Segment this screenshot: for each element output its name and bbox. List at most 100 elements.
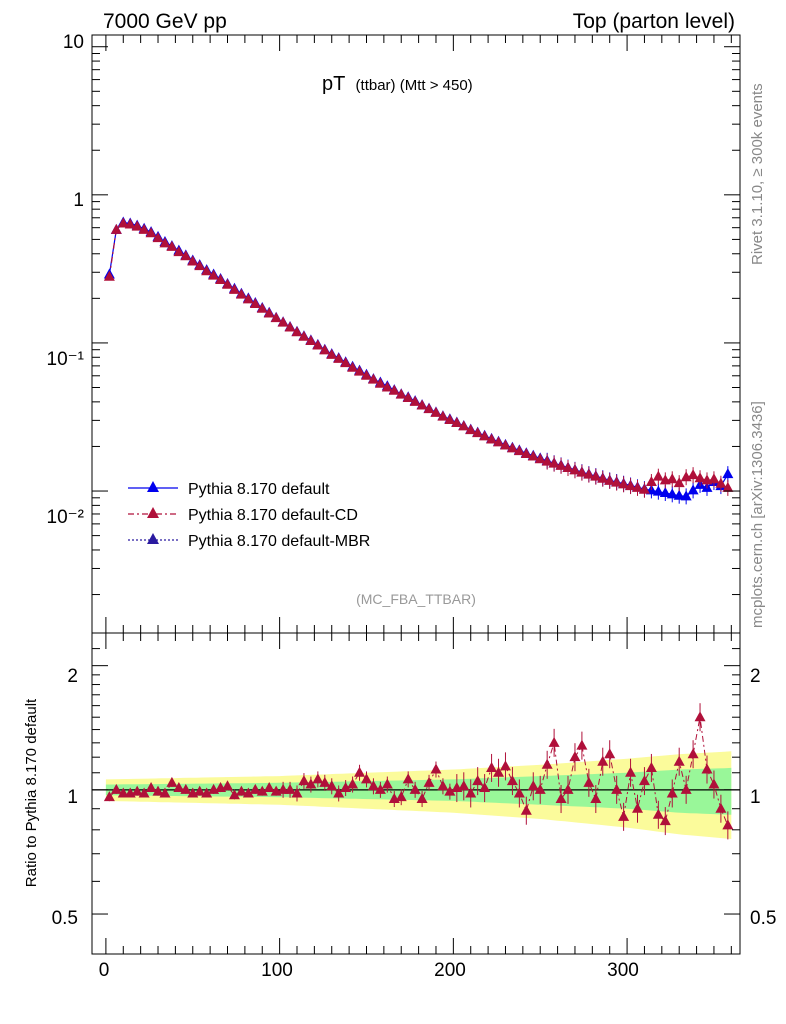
marker-default	[666, 488, 678, 499]
marker-cd	[437, 410, 449, 421]
ratio-marker-cd	[541, 758, 553, 769]
ratio-marker-cd	[520, 804, 532, 815]
legend-marker-cd	[147, 507, 159, 518]
marker-cd	[513, 445, 525, 456]
marker-default	[687, 484, 699, 495]
ratio-marker-cd	[659, 815, 671, 826]
marker-cd	[242, 293, 254, 304]
ratio-marker-cd	[381, 778, 393, 789]
marker-cd	[222, 278, 234, 289]
marker-cd	[576, 466, 588, 477]
ratio-marker-cd	[256, 785, 268, 796]
marker-cd	[548, 457, 560, 468]
ratio-marker-cd	[493, 766, 505, 777]
plot-title-sub: (ttbar) (Mtt > 450)	[356, 77, 473, 94]
ratio-marker-cd	[708, 778, 720, 789]
ratio-marker-cd	[138, 787, 150, 798]
marker-cd	[666, 473, 678, 484]
marker-cd	[458, 420, 470, 431]
ratio-panel: 2 1 0.5 2 1 0.5 Ratio to Pythia 8.170 de…	[23, 632, 776, 981]
ratio-marker-cd	[103, 791, 115, 802]
ratio-marker-cd	[347, 778, 359, 789]
marker-cd	[103, 270, 115, 281]
marker-default	[659, 486, 671, 497]
main-y-ticks	[92, 46, 740, 596]
ratio-marker-cd	[298, 775, 310, 786]
marker-cd	[354, 365, 366, 376]
marker-cd	[374, 377, 386, 388]
ratio-marker-cd	[117, 787, 129, 798]
marker-default	[673, 489, 685, 500]
ratio-marker-cd	[694, 711, 706, 722]
marker-cd	[625, 480, 637, 491]
ratio-marker-cd	[263, 782, 275, 793]
ratio-marker-cd	[409, 783, 421, 794]
main-ytick-label-1: 1	[73, 190, 84, 211]
marker-cd	[555, 459, 567, 470]
ratio-marker-cd	[618, 810, 630, 821]
ratio-marker-cd	[645, 761, 657, 772]
marker-cd	[715, 477, 727, 488]
marker-cd	[444, 413, 456, 424]
ratio-marker-cd	[632, 802, 644, 813]
marker-cd	[499, 439, 511, 450]
ratio-marker-cd	[166, 776, 178, 787]
ratio-marker-cd	[159, 787, 171, 798]
rivet-side-label: Rivet 3.1.10, ≥ 300k events	[749, 83, 766, 265]
marker-cd	[235, 288, 247, 299]
marker-default	[680, 490, 692, 501]
marker-cd	[687, 469, 699, 480]
ratio-marker-cd	[611, 783, 623, 794]
marker-cd	[486, 433, 498, 444]
ratio-marker-cd	[249, 783, 261, 794]
ratio-marker-cd	[638, 775, 650, 786]
ratio-marker-cd	[583, 776, 595, 787]
marker-cd	[652, 470, 664, 481]
marker-cd	[618, 478, 630, 489]
marker-cd	[569, 464, 581, 475]
ratio-marker-cd	[715, 802, 727, 813]
marker-cd	[180, 250, 192, 261]
marker-cd	[416, 399, 428, 410]
ratio-marker-cd	[652, 808, 664, 819]
ratio-marker-cd	[548, 736, 560, 747]
marker-cd	[256, 302, 268, 313]
xtick-label-300: 300	[607, 960, 639, 981]
ratio-marker-cd	[687, 748, 699, 759]
marker-cd	[506, 442, 518, 453]
marker-cd	[277, 316, 289, 327]
ratio-marker-cd	[291, 787, 303, 798]
marker-cd	[367, 373, 379, 384]
ratio-marker-cd	[395, 791, 407, 802]
ratio-marker-cd	[680, 783, 692, 794]
marker-cd	[395, 388, 407, 399]
marker-cd	[381, 381, 393, 392]
ratio-x-ticks	[105, 633, 732, 954]
ratio-marker-cd	[222, 780, 234, 791]
series-line-default	[108, 221, 729, 498]
ratio-marker-cd	[242, 787, 254, 798]
marker-cd	[187, 255, 199, 266]
ratio-marker-cd	[479, 782, 491, 793]
ratio-marker-cd	[562, 783, 574, 794]
marker-cd	[124, 218, 136, 229]
main-plot-content	[103, 216, 734, 505]
ratio-ytick-label-2-right: 2	[750, 666, 761, 687]
marker-cd	[215, 274, 227, 285]
ratio-marker-cd	[625, 766, 637, 777]
ratio-marker-cd	[423, 776, 435, 787]
marker-cd	[249, 298, 261, 309]
ratio-marker-cd	[437, 780, 449, 791]
legend-marker-default	[147, 481, 159, 492]
marker-cd	[632, 481, 644, 492]
ratio-marker-cd	[228, 789, 240, 800]
ratio-frame	[91, 632, 741, 955]
ratio-marker-cd	[152, 785, 164, 796]
ratio-marker-cd	[701, 763, 713, 774]
marker-cd	[208, 269, 220, 280]
ratio-marker-cd	[340, 782, 352, 793]
ratio-marker-cd	[374, 783, 386, 794]
ratio-ytick-label-2-left: 2	[67, 666, 78, 687]
ratio-marker-cd	[597, 755, 609, 766]
